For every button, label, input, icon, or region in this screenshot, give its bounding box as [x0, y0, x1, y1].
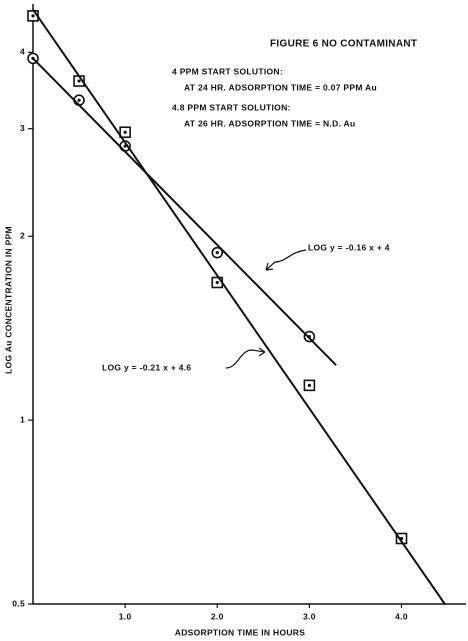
arrow: [225, 347, 266, 369]
y-tick-label: 3: [20, 123, 25, 133]
fit-line: [32, 9, 446, 605]
marker-dot: [77, 79, 81, 83]
annotation: LOG y = -0.16 x + 4: [308, 242, 390, 252]
y-tick-label: 4: [20, 47, 25, 57]
marker-dot: [123, 130, 127, 134]
x-axis-label: ADSORPTION TIME IN HOURS: [175, 627, 305, 637]
y-axis-label: LOG Au CONCENTRATION IN PPM: [3, 226, 13, 374]
x-tick-label: 4.0: [395, 611, 408, 621]
square-marker: [119, 126, 131, 139]
marker-dot: [77, 98, 81, 102]
annotation: 4.8 PPM START SOLUTION:: [172, 102, 291, 112]
circle-marker: [303, 330, 316, 343]
annotation: AT 24 HR. ADSORPTION TIME = 0.07 PPM Au: [184, 82, 377, 92]
y-tick-label: 2: [20, 230, 25, 240]
marker-dot: [215, 251, 219, 255]
x-tick-label: 2.0: [211, 611, 224, 621]
fit-line: [32, 57, 337, 366]
chart-title: FIGURE 6 NO CONTAMINANT: [270, 39, 417, 50]
x-tick-label: 1.0: [119, 611, 132, 621]
x-tick-label: 3.0: [303, 611, 316, 621]
marker-dot: [215, 280, 219, 285]
marker-dot: [31, 14, 35, 18]
y-tick-label: 1: [20, 414, 25, 424]
annotation: LOG y = -0.21 x + 4.6: [102, 362, 191, 372]
y-tick-label: 0.5: [12, 598, 25, 608]
square-marker: [303, 379, 316, 392]
circle-marker: [211, 246, 224, 259]
arrow: [265, 249, 307, 271]
marker-dot: [307, 383, 311, 387]
annotation: AT 26 HR. ADSORPTION TIME = N.D. Au: [184, 118, 355, 128]
annotation: 4 PPM START SOLUTION:: [172, 66, 283, 76]
